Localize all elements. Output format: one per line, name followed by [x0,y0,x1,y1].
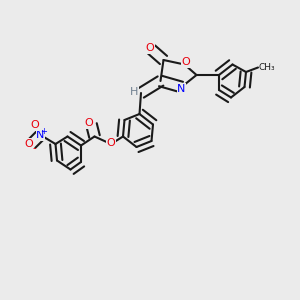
Text: O: O [85,118,94,128]
Text: O: O [106,137,116,148]
Text: O: O [146,43,154,53]
Text: N: N [177,83,186,94]
Text: O: O [24,139,33,149]
Text: N: N [36,130,45,140]
Text: +: + [40,128,47,136]
Text: H: H [130,86,139,97]
Text: O: O [30,120,39,130]
Text: -: - [32,142,36,153]
Text: O: O [182,57,190,67]
Text: CH₃: CH₃ [259,63,275,72]
